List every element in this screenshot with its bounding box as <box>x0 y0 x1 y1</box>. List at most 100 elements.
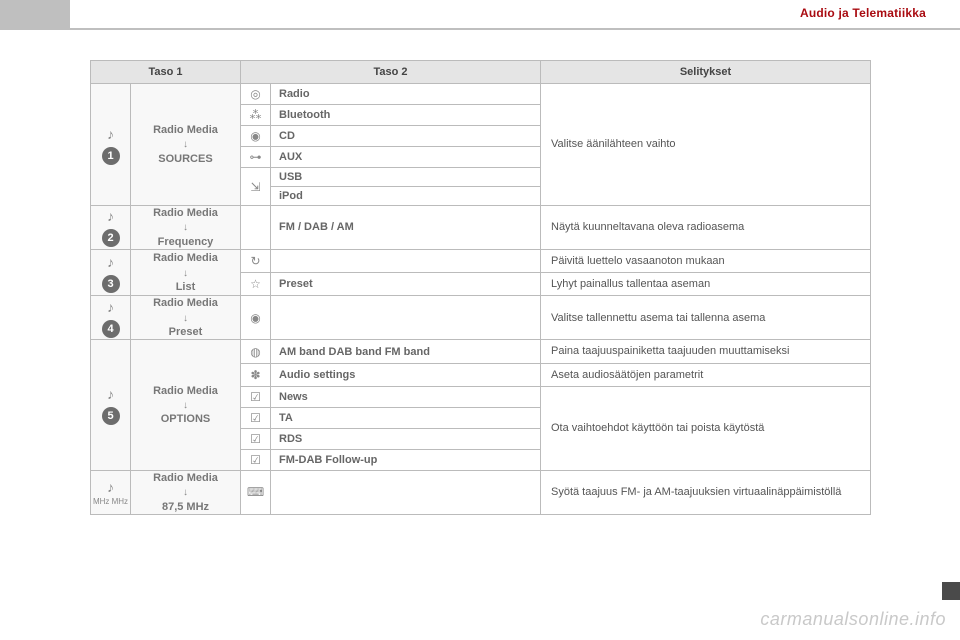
radio-icon: ◎ <box>250 87 260 101</box>
level2-label: CD <box>271 126 541 147</box>
level2-label: TA <box>271 407 541 428</box>
step-badge: 1 <box>102 147 120 165</box>
checkbox-icon: ☑ <box>250 390 261 404</box>
level1-icon-cell: ♪ 1 <box>91 84 131 206</box>
level2-label: RDS <box>271 428 541 449</box>
music-note-icon: ♪ <box>102 298 120 316</box>
step-badge: 2 <box>102 229 120 247</box>
arrow-down-icon: ↓ <box>183 268 188 279</box>
table-row: ♪ 4 Radio Media ↓ Preset ◉ Valitse talle… <box>91 296 871 340</box>
arrow-down-icon: ↓ <box>183 487 188 498</box>
desc-cell: Näytä kuunneltavana oleva radioasema <box>541 206 871 250</box>
watermark: carmanualsonline.info <box>760 609 946 630</box>
cd-icon: ◉ <box>250 129 260 143</box>
level2-label: Audio settings <box>271 363 541 386</box>
level2-label: FM / DAB / AM <box>271 206 541 250</box>
level1-label-cell: Radio Media ↓ OPTIONS <box>131 340 241 471</box>
music-note-icon: ♪ <box>102 478 120 496</box>
page-corner-marker <box>942 582 960 600</box>
preset-icon: ◉ <box>250 311 260 325</box>
step-badge: 5 <box>102 407 120 425</box>
desc-cell: Paina taajuuspainiketta taajuuden muutta… <box>541 340 871 363</box>
level2-label <box>271 296 541 340</box>
path-bottom: Preset <box>169 326 203 338</box>
level2-label: AM band DAB band FM band <box>271 340 541 363</box>
table-row: ♪ 5 Radio Media ↓ OPTIONS ◍ AM band DAB … <box>91 340 871 363</box>
path-bottom: 87,5 MHz <box>162 501 209 513</box>
path-top: Radio Media <box>153 472 218 484</box>
level1-icon-cell: ♪ 4 <box>91 296 131 340</box>
step-badge: 4 <box>102 320 120 338</box>
col-header-desc: Selitykset <box>541 61 871 84</box>
desc-cell: Syötä taajuus FM- ja AM-taajuuksien virt… <box>541 470 871 514</box>
path-top: Radio Media <box>153 124 218 136</box>
level1-label-cell: Radio Media ↓ Preset <box>131 296 241 340</box>
keypad-icon: ⌨ <box>247 485 264 499</box>
level2-label: FM-DAB Follow-up <box>271 449 541 470</box>
level2-label: Bluetooth <box>271 105 541 126</box>
bluetooth-icon: ⁂ <box>250 108 262 122</box>
top-bar: Audio ja Telematiikka <box>0 0 960 30</box>
level2-label: News <box>271 386 541 407</box>
level2-label: Preset <box>271 273 541 296</box>
arrow-down-icon: ↓ <box>183 222 188 233</box>
page-title: Audio ja Telematiikka <box>800 6 926 20</box>
level2-label: AUX <box>271 147 541 168</box>
star-icon: ☆ <box>250 277 261 291</box>
table-row: ♪ MHz MHz Radio Media ↓ 87,5 MHz ⌨ Syötä… <box>91 470 871 514</box>
level2-label <box>271 249 541 272</box>
level2-label <box>271 470 541 514</box>
level1-label-cell: Radio Media ↓ Frequency <box>131 206 241 250</box>
level1-label-cell: Radio Media ↓ 87,5 MHz <box>131 470 241 514</box>
path-bottom: SOURCES <box>158 153 212 165</box>
level1-label-cell: Radio Media ↓ List <box>131 249 241 296</box>
music-note-icon: ♪ <box>102 207 120 225</box>
desc-cell: Aseta audiosäätöjen parametrit <box>541 363 871 386</box>
checkbox-icon: ☑ <box>250 432 261 446</box>
col-header-level2: Taso 2 <box>241 61 541 84</box>
desc-cell: Lyhyt painallus tallentaa aseman <box>541 273 871 296</box>
table-header-row: Taso 1 Taso 2 Selitykset <box>91 61 871 84</box>
menu-table: Taso 1 Taso 2 Selitykset ♪ 1 Radio Media… <box>90 60 871 515</box>
desc-cell: Valitse äänilähteen vaihto <box>541 84 871 206</box>
music-note-icon: ♪ <box>102 385 120 403</box>
checkbox-icon: ☑ <box>250 453 261 467</box>
level2-label: Radio <box>271 84 541 105</box>
level1-label-cell: Radio Media ↓ SOURCES <box>131 84 241 206</box>
band-icon: ◍ <box>250 345 260 359</box>
mhz-sub: MHz MHz <box>91 498 130 506</box>
path-bottom: Frequency <box>158 236 214 248</box>
level2-icon-cell: ◎ <box>241 84 271 105</box>
table-row: ♪ 2 Radio Media ↓ Frequency FM / DAB / A… <box>91 206 871 250</box>
path-top: Radio Media <box>153 207 218 219</box>
level2-label: iPod <box>271 187 541 206</box>
level1-icon-cell: ♪ MHz MHz <box>91 470 131 514</box>
desc-cell: Päivitä luettelo vasaanoton mukaan <box>541 249 871 272</box>
path-top: Radio Media <box>153 297 218 309</box>
table-row: ♪ 1 Radio Media ↓ SOURCES ◎ Radio Valits… <box>91 84 871 105</box>
music-note-icon: ♪ <box>102 253 120 271</box>
desc-cell: Ota vaihtoehdot käyttöön tai poista käyt… <box>541 386 871 470</box>
table-row: ♪ 3 Radio Media ↓ List ↻ Päivitä luettel… <box>91 249 871 272</box>
level1-icon-cell: ♪ 3 <box>91 249 131 296</box>
music-note-icon: ♪ <box>102 125 120 143</box>
level1-icon-cell: ♪ 2 <box>91 206 131 250</box>
level1-icon-cell: ♪ 5 <box>91 340 131 471</box>
usb-icon: ⇲ <box>250 180 260 194</box>
level2-label: USB <box>271 168 541 187</box>
checkbox-icon: ☑ <box>250 411 261 425</box>
path-bottom: OPTIONS <box>161 413 211 425</box>
desc-cell: Valitse tallennettu asema tai tallenna a… <box>541 296 871 340</box>
col-header-level1: Taso 1 <box>91 61 241 84</box>
step-badge: 3 <box>102 275 120 293</box>
arrow-down-icon: ↓ <box>183 139 188 150</box>
header-strip <box>0 0 70 28</box>
aux-icon: ⊶ <box>250 150 262 164</box>
path-top: Radio Media <box>153 385 218 397</box>
settings-icon: ✽ <box>250 368 260 382</box>
refresh-icon: ↻ <box>250 254 260 268</box>
path-bottom: List <box>176 281 196 293</box>
arrow-down-icon: ↓ <box>183 313 188 324</box>
arrow-down-icon: ↓ <box>183 400 188 411</box>
path-top: Radio Media <box>153 252 218 264</box>
